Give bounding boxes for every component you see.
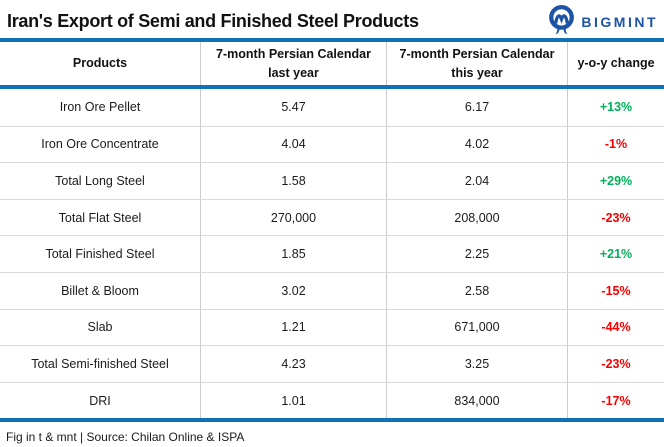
this-year-cell: 6.17 bbox=[387, 89, 568, 126]
last-year-cell: 1.01 bbox=[201, 382, 387, 419]
title-bar: Iran's Export of Semi and Finished Steel… bbox=[0, 0, 664, 38]
last-year-cell: 1.21 bbox=[201, 309, 387, 346]
this-year-cell: 2.04 bbox=[387, 163, 568, 199]
product-cell: DRI bbox=[0, 382, 201, 419]
table-row: Slab 1.21 671,000 -44% bbox=[0, 308, 664, 346]
yoy-cell: -1% bbox=[604, 137, 628, 152]
table-row: Iron Ore Pellet 5.47 6.17 +13% bbox=[0, 89, 664, 126]
yoy-cell: -15% bbox=[601, 283, 631, 298]
table-row: Total Long Steel 1.58 2.04 +29% bbox=[0, 162, 664, 199]
table-header-row: Products 7-month Persian Calendar last ye… bbox=[0, 42, 664, 85]
table-bottom-rule bbox=[0, 418, 664, 423]
product-cell: Total Flat Steel bbox=[0, 199, 201, 236]
this-year-cell: 834,000 bbox=[387, 382, 568, 419]
column-header-this-year: 7-month Persian Calendar this year bbox=[387, 42, 568, 85]
table-row: Total Flat Steel 270,000 208,000 -23% bbox=[0, 198, 664, 236]
yoy-cell: -44% bbox=[601, 320, 631, 335]
last-year-cell: 4.23 bbox=[201, 346, 387, 382]
column-header-last-year: 7-month Persian Calendar last year bbox=[201, 42, 387, 85]
bigmint-logo-text: BIGMINT bbox=[581, 14, 658, 30]
product-cell: Billet & Bloom bbox=[0, 272, 201, 309]
last-year-cell: 3.02 bbox=[201, 272, 387, 309]
this-year-cell: 2.25 bbox=[387, 236, 568, 272]
header-divider bbox=[0, 85, 664, 89]
last-year-cell: 4.04 bbox=[201, 126, 387, 163]
yoy-cell: +21% bbox=[599, 247, 633, 262]
table-row: Billet & Bloom 3.02 2.58 -15% bbox=[0, 271, 664, 309]
steel-export-table: Products 7-month Persian Calendar last ye… bbox=[0, 42, 664, 423]
source-note: Fig in t & mnt | Source: Chilan Online &… bbox=[6, 430, 245, 445]
column-header-products: Products bbox=[0, 42, 201, 85]
product-cell: Iron Ore Pellet bbox=[0, 89, 201, 126]
this-year-cell: 3.25 bbox=[387, 346, 568, 382]
this-year-cell: 671,000 bbox=[387, 309, 568, 346]
yoy-cell: -23% bbox=[601, 356, 631, 371]
product-cell: Total Long Steel bbox=[0, 163, 201, 199]
yoy-cell: +29% bbox=[599, 173, 633, 188]
this-year-cell: 208,000 bbox=[387, 199, 568, 236]
page-title: Iran's Export of Semi and Finished Steel… bbox=[7, 10, 419, 31]
bigmint-miner-circle-icon bbox=[547, 4, 576, 41]
table-row: DRI 1.01 834,000 -17% bbox=[0, 381, 664, 419]
product-cell: Total Finished Steel bbox=[0, 236, 201, 272]
last-year-cell: 5.47 bbox=[201, 89, 387, 126]
column-header-yoy-change: y-o-y change bbox=[577, 56, 655, 71]
title-divider bbox=[0, 38, 664, 42]
table-row: Total Finished Steel 1.85 2.25 +21% bbox=[0, 235, 664, 272]
last-year-cell: 1.85 bbox=[201, 236, 387, 272]
table-body: Iron Ore Pellet 5.47 6.17 +13% Iron Ore … bbox=[0, 89, 664, 419]
last-year-cell: 270,000 bbox=[201, 199, 387, 236]
yoy-cell: -17% bbox=[601, 393, 631, 408]
last-year-cell: 1.58 bbox=[201, 163, 387, 199]
this-year-cell: 2.58 bbox=[387, 272, 568, 309]
table-row: Total Semi-finished Steel 4.23 3.25 -23% bbox=[0, 345, 664, 382]
yoy-cell: -23% bbox=[601, 210, 631, 225]
product-cell: Iron Ore Concentrate bbox=[0, 126, 201, 163]
table-row: Iron Ore Concentrate 4.04 4.02 -1% bbox=[0, 125, 664, 163]
product-cell: Slab bbox=[0, 309, 201, 346]
bigmint-logo: BIGMINT bbox=[547, 4, 658, 41]
yoy-cell: +13% bbox=[599, 100, 633, 115]
product-cell: Total Semi-finished Steel bbox=[0, 346, 201, 382]
this-year-cell: 4.02 bbox=[387, 126, 568, 163]
